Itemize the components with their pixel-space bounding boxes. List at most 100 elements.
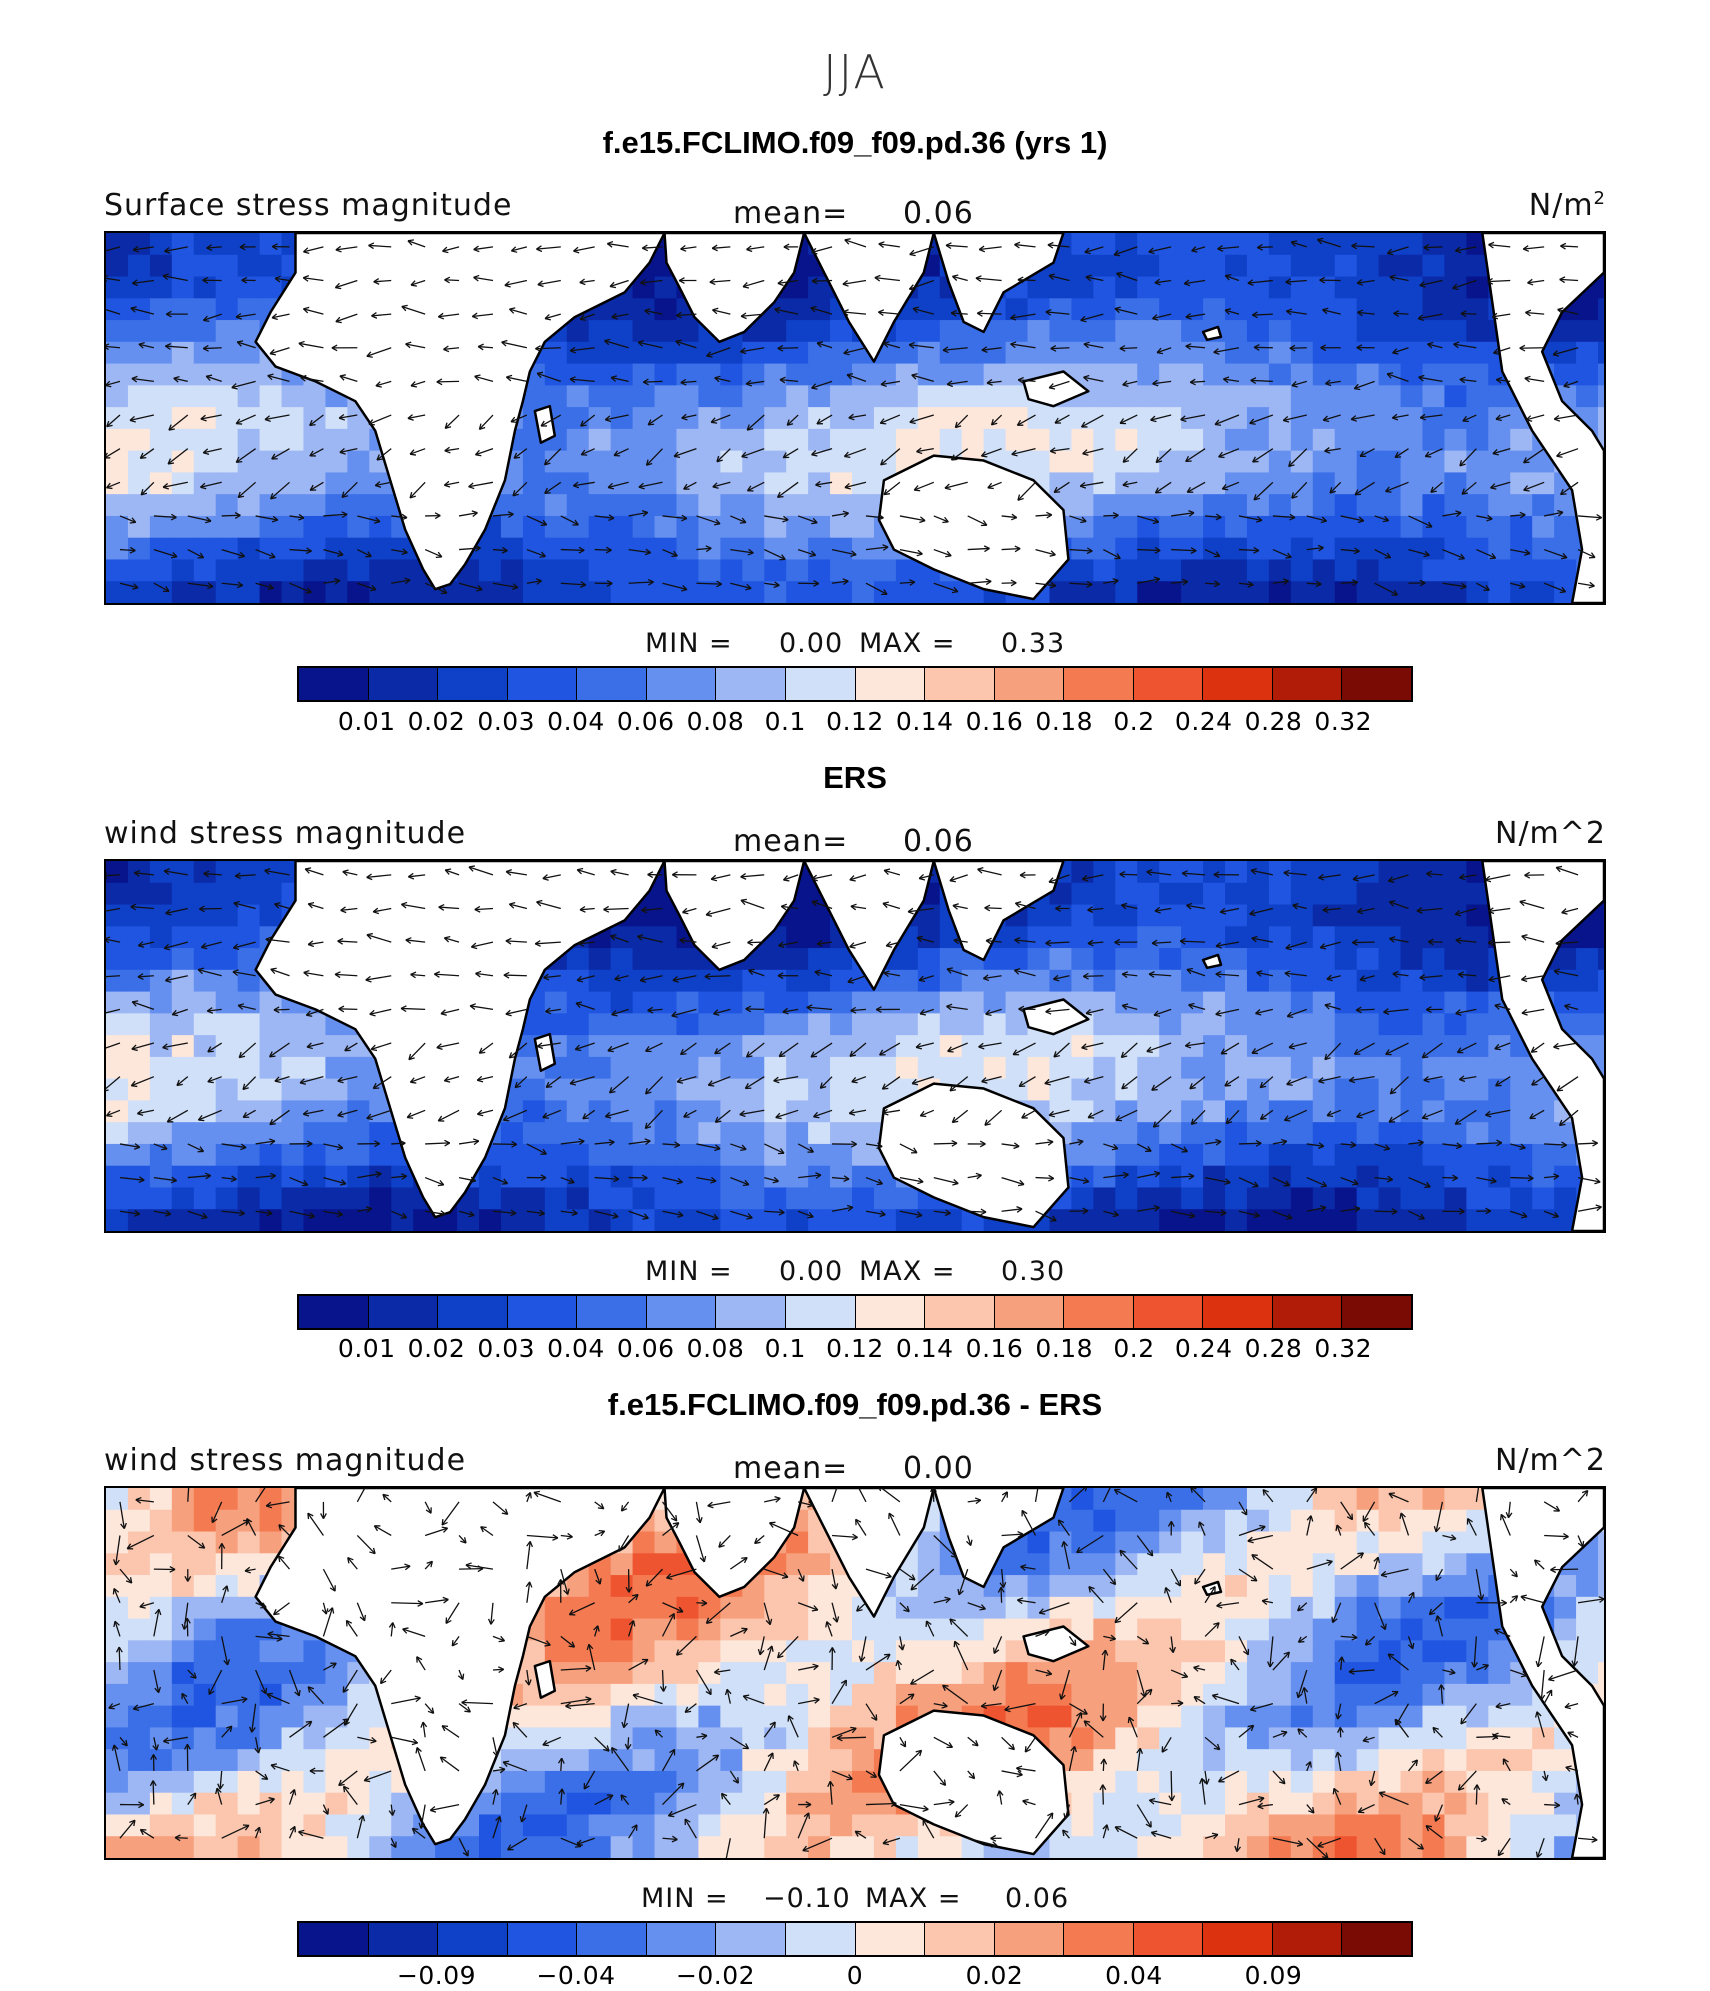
colorbar-swatch [647,1296,717,1328]
colorbar-swatch [299,668,369,700]
colorbar-swatch [1273,1296,1343,1328]
colorbar-tick-label: −0.09 [397,1961,476,1990]
colorbar-tick-label: 0.24 [1175,707,1233,736]
colorbar-swatch [786,668,856,700]
panel-3-colorbar [297,1921,1413,1957]
panel-2-max-label: MAX = [859,1256,955,1287]
colorbar-tick-label: 0.14 [896,1334,954,1363]
colorbar-swatch [1273,668,1343,700]
colorbar-swatch [299,1296,369,1328]
panel-3-map-graphics [106,1488,1604,1858]
panel-1-units: N/m2 [1529,188,1606,223]
colorbar-tick-label: 0.16 [966,707,1024,736]
figure-title: JJA [0,45,1710,99]
colorbar-tick-label: 0.2 [1113,707,1154,736]
colorbar-tick-label: 0.02 [408,1334,466,1363]
panel-2-min-label: MIN = [645,1256,733,1287]
panel-1-variable-label: Surface stress magnitude [104,188,512,223]
colorbar-tick-label: 0.01 [338,707,396,736]
colorbar-swatch [995,668,1065,700]
colorbar-swatch [1064,1923,1134,1955]
panel-3-max-value: 0.06 [1005,1883,1069,1914]
panel-3-mean-value: 0.00 [903,1451,974,1486]
colorbar-swatch [1342,668,1411,700]
panel-3-max-label: MAX = [865,1883,961,1914]
colorbar-tick-label: 0.09 [1245,1961,1303,1990]
colorbar-tick-label: 0.24 [1175,1334,1233,1363]
colorbar-tick-label: 0.02 [966,1961,1024,1990]
colorbar-tick-label: 0.12 [826,707,884,736]
colorbar-swatch [716,668,786,700]
panel-1-mean-label: mean= [733,196,848,231]
panel-2-variable-label: wind stress magnitude [104,816,466,851]
colorbar-tick-label: 0.1 [765,1334,806,1363]
colorbar-tick-label: 0.16 [966,1334,1024,1363]
colorbar-tick-label: −0.04 [536,1961,615,1990]
colorbar-swatch [369,668,439,700]
panel-3-mean-label: mean= [733,1451,848,1486]
colorbar-swatch [1134,668,1204,700]
colorbar-swatch [925,668,995,700]
colorbar-swatch [647,668,717,700]
colorbar-swatch [369,1296,439,1328]
panel-2-units: N/m^2 [1495,816,1606,851]
colorbar-swatch [1134,1923,1204,1955]
colorbar-swatch [1273,1923,1343,1955]
colorbar-tick-label: 0.18 [1035,707,1093,736]
colorbar-swatch [856,668,926,700]
panel-2-max-value: 0.30 [1001,1256,1065,1287]
colorbar-swatch [856,1296,926,1328]
panel-2-colorbar [297,1294,1413,1330]
colorbar-swatch [369,1923,439,1955]
colorbar-swatch [647,1923,717,1955]
colorbar-swatch [716,1296,786,1328]
colorbar-tick-label: 0.28 [1245,1334,1303,1363]
colorbar-tick-label: 0.02 [408,707,466,736]
panel-1-min-label: MIN = [645,628,733,659]
colorbar-swatch [1064,1296,1134,1328]
panel-1-min-value: 0.00 [779,628,843,659]
panel-1-mean-value: 0.06 [903,196,974,231]
panel-2-map-graphics [106,861,1604,1231]
panel-3-min-value: −0.10 [763,1883,851,1914]
panel-1-map-graphics [106,233,1604,603]
colorbar-tick-label: 0.18 [1035,1334,1093,1363]
colorbar-swatch [508,668,578,700]
colorbar-swatch [716,1923,786,1955]
colorbar-tick-label: 0.04 [547,707,605,736]
colorbar-swatch [1203,1296,1273,1328]
colorbar-tick-label: 0.12 [826,1334,884,1363]
panel-3-min-label: MIN = [641,1883,729,1914]
colorbar-swatch [299,1923,369,1955]
panel-2-mean-label: mean= [733,824,848,859]
panel-2-title: ERS [0,760,1710,796]
colorbar-swatch [925,1923,995,1955]
panel-2-min-value: 0.00 [779,1256,843,1287]
colorbar-swatch [1203,668,1273,700]
panel-3-variable-label: wind stress magnitude [104,1443,466,1478]
panel-1-colorbar [297,666,1413,702]
colorbar-swatch [786,1296,856,1328]
colorbar-swatch [577,668,647,700]
colorbar-swatch [1064,668,1134,700]
panel-1-max-value: 0.33 [1001,628,1065,659]
colorbar-swatch [786,1923,856,1955]
colorbar-tick-label: 0.01 [338,1334,396,1363]
panel-1-title: f.e15.FCLIMO.f09_f09.pd.36 (yrs 1) [0,125,1710,161]
colorbar-swatch [1134,1296,1204,1328]
colorbar-tick-label: 0.28 [1245,707,1303,736]
colorbar-tick-label: 0.14 [896,707,954,736]
panel-1-max-label: MAX = [859,628,955,659]
colorbar-swatch [438,668,508,700]
panel-1-map [104,231,1606,605]
panel-3-units: N/m^2 [1495,1443,1606,1478]
colorbar-swatch [995,1923,1065,1955]
colorbar-tick-label: −0.02 [676,1961,755,1990]
colorbar-swatch [925,1296,995,1328]
colorbar-tick-label: 0.32 [1314,1334,1372,1363]
panel-2-mean-value: 0.06 [903,824,974,859]
colorbar-tick-label: 0.03 [477,1334,535,1363]
colorbar-swatch [577,1296,647,1328]
